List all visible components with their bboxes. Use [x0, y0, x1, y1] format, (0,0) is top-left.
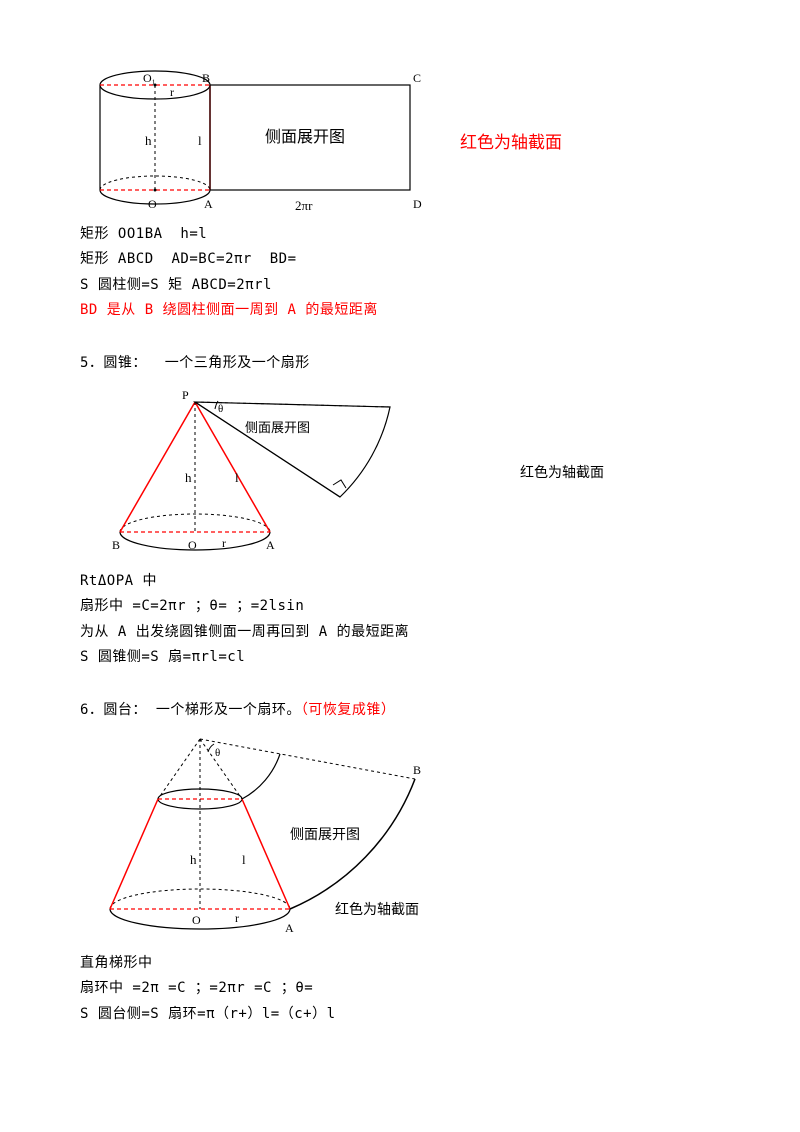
frustum-line1: 直角梯形中 — [80, 952, 720, 974]
label-O: O — [148, 197, 157, 211]
cone-heading: 5．圆锥： 一个三角形及一个扇形 — [80, 352, 720, 374]
label-lf: l — [242, 852, 246, 867]
cone-diagram: P θ h l B O r A 侧面展开图 — [80, 377, 500, 567]
frustum-caption: 红色为轴截面 — [335, 901, 419, 918]
frustum-line2: 扇环中 =2π =C ；=2πr =C ；θ= — [80, 977, 720, 999]
cone-line3: 为从 A 出发绕圆锥侧面一周再回到 A 的最短距离 — [80, 621, 720, 643]
frustum-heading-b: （可恢复成锥） — [301, 702, 396, 718]
cyl-line1: 矩形 OO1BA h=l — [80, 223, 720, 245]
cylinder-caption: 红色为轴截面 — [460, 128, 562, 153]
label-l: l — [198, 133, 202, 148]
cylinder-diagram: O₁ r B C h l O A 2πr D 侧面展开图 — [80, 60, 440, 220]
cyl-line4: BD 是从 B 绕圆柱侧面一周到 A 的最短距离 — [80, 299, 720, 321]
label-unfold-f: 侧面展开图 — [290, 827, 360, 843]
label-h: h — [185, 470, 192, 485]
label-Bcone: B — [112, 538, 120, 552]
cyl-line3: S 圆柱侧=S 矩 ABCD=2πrl — [80, 274, 720, 296]
cone-section: 5．圆锥： 一个三角形及一个扇形 P θ h l B O — [80, 352, 720, 669]
label-h: h — [145, 133, 152, 148]
label-rcone: r — [222, 536, 226, 550]
label-l: l — [235, 470, 239, 485]
label-Bf: B — [413, 763, 421, 777]
cylinder-section: O₁ r B C h l O A 2πr D 侧面展开图 红色为轴截面 矩形 O… — [80, 60, 720, 322]
label-D: D — [413, 197, 422, 211]
label-Acone: A — [266, 538, 275, 552]
label-unfold: 侧面展开图 — [265, 128, 345, 146]
label-theta-f: θ — [215, 747, 220, 759]
label-P: P — [182, 388, 189, 402]
label-B: B — [202, 71, 210, 85]
frustum-heading: 6．圆台： 一个梯形及一个扇环。（可恢复成锥） — [80, 699, 720, 721]
cone-line1: RtΔOPA 中 — [80, 570, 720, 592]
label-hf: h — [190, 852, 197, 867]
label-rf: r — [235, 911, 239, 925]
frustum-heading-a: 6．圆台： 一个梯形及一个扇环。 — [80, 702, 301, 718]
label-O1: O₁ — [143, 71, 156, 85]
cone-line2: 扇形中 =C=2πr ；θ= ；=2lsin — [80, 595, 720, 617]
label-Of: O — [192, 913, 201, 927]
label-C: C — [413, 71, 421, 85]
cyl-line2: 矩形 ABCD AD=BC=2πr BD= — [80, 248, 720, 270]
frustum-section: 6．圆台： 一个梯形及一个扇环。（可恢复成锥） θ — [80, 699, 720, 1026]
frustum-diagram-wrap: θ B h l O r A 侧面展开图 红色为轴截面 — [80, 724, 720, 949]
frustum-diagram: θ B h l O r A 侧面展开图 红色为轴截面 — [80, 724, 520, 949]
label-A: A — [204, 197, 213, 211]
cone-line4: S 圆锥侧=S 扇=πrl=cl — [80, 646, 720, 668]
cone-diagram-row: P θ h l B O r A 侧面展开图 红色为轴截面 — [80, 377, 720, 567]
label-Af: A — [285, 921, 294, 935]
label-unfold-cone: 侧面展开图 — [245, 420, 310, 435]
label-Ocone: O — [188, 538, 197, 552]
label-theta: θ — [218, 403, 223, 415]
cone-caption: 红色为轴截面 — [520, 462, 604, 482]
frustum-line3: S 圆台侧=S 扇环=π（r+）l=（c+）l — [80, 1003, 720, 1025]
label-2pir: 2πr — [295, 198, 313, 213]
cylinder-diagram-row: O₁ r B C h l O A 2πr D 侧面展开图 红色为轴截面 — [80, 60, 720, 220]
label-r: r — [170, 85, 174, 99]
